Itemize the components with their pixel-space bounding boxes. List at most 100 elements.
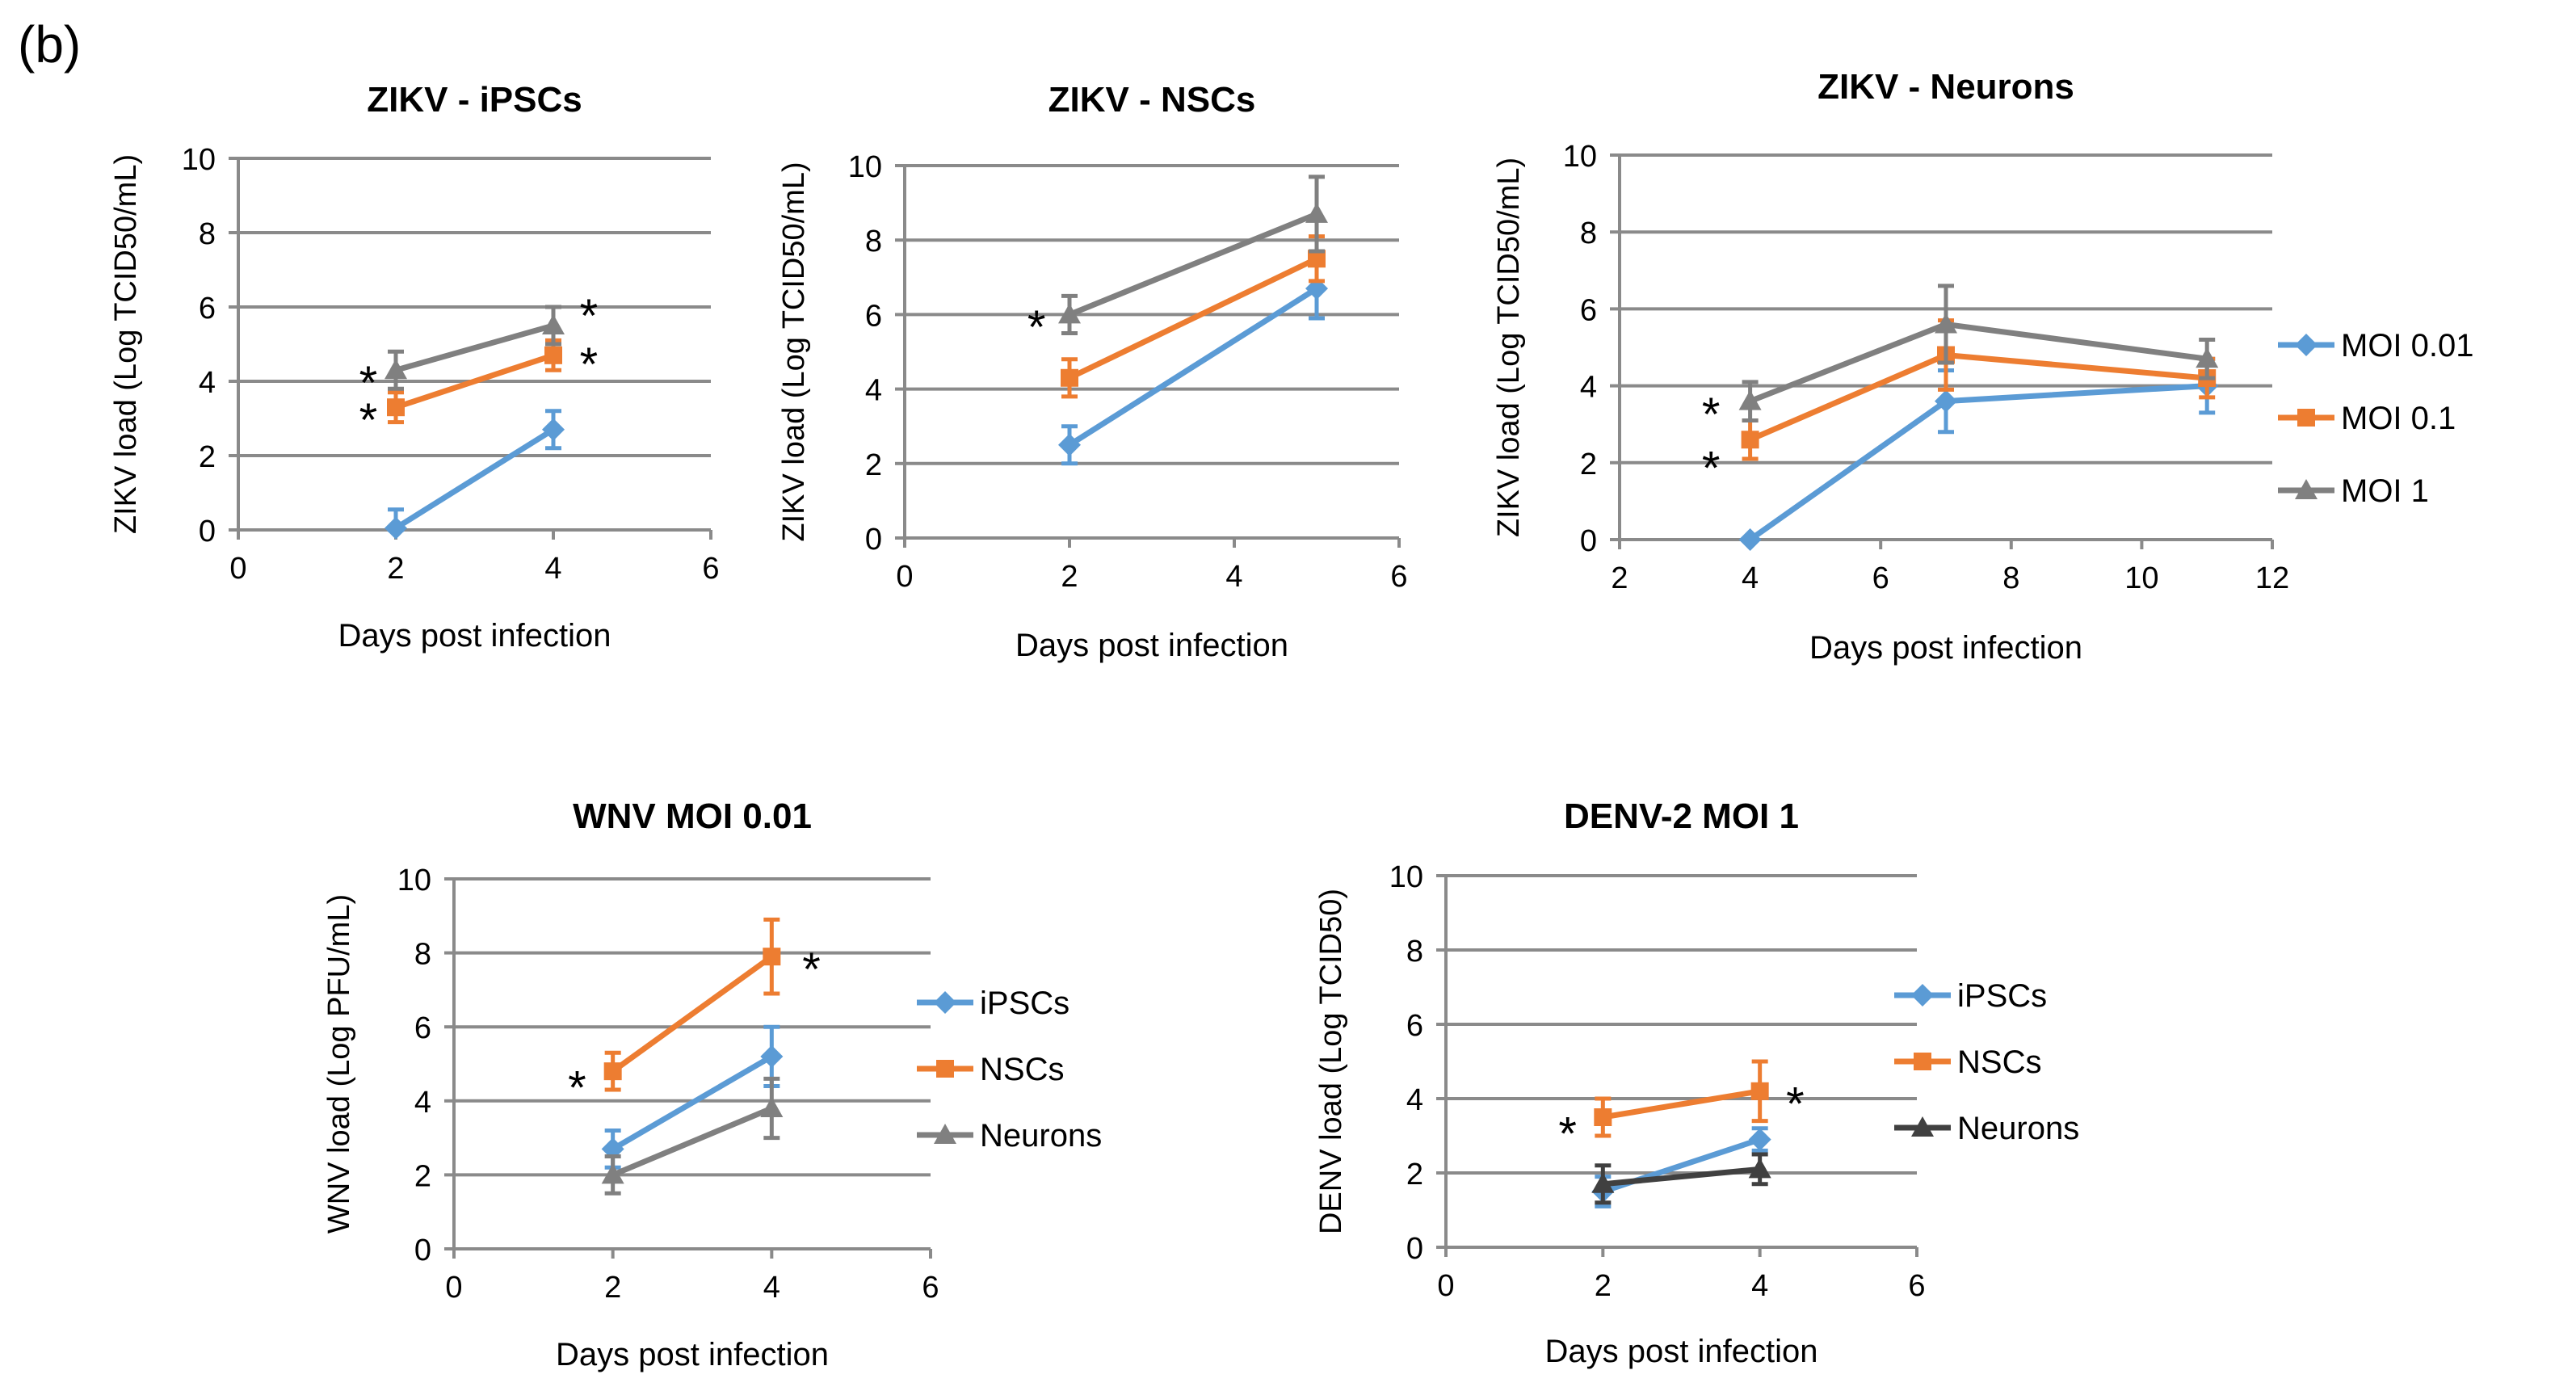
y-tick-label: 8: [865, 225, 882, 258]
x-tick-label: 4: [763, 1271, 780, 1305]
data-point: [1750, 1082, 1769, 1100]
significance-asterisk: *: [580, 338, 599, 391]
x-tick-label: 6: [922, 1271, 939, 1305]
x-tick-label: 0: [229, 552, 246, 586]
series-nscs: [1594, 1059, 1769, 1138]
legend-label: iPSCs: [1957, 978, 2047, 1014]
series-moi-0-01: [385, 409, 565, 540]
y-tick-label: 10: [1563, 140, 1597, 174]
legend-marker: [1911, 984, 1934, 1007]
legend-label: Neurons: [1957, 1111, 2079, 1146]
y-tick-label: 2: [1406, 1158, 1423, 1192]
data-point: [1935, 389, 1957, 413]
y-tick-label: 4: [199, 366, 216, 400]
series-moi-0-1: [387, 338, 562, 425]
series-moi-1: [385, 305, 565, 391]
legend-marker: [934, 1124, 956, 1144]
data-point: [1058, 433, 1081, 456]
y-tick-label: 4: [414, 1086, 431, 1120]
y-tick-label: 8: [199, 217, 216, 251]
significance-asterisk: *: [359, 357, 378, 410]
x-tick-label: 0: [896, 560, 913, 594]
data-point: [1305, 202, 1328, 223]
series-line: [611, 1105, 773, 1178]
chart-2: ZIKV - NSCs 0 2 4 6 8 10 0 2 4 6 Days post infectio…: [777, 80, 1408, 663]
data-point: [544, 346, 562, 364]
legend-marker: [934, 991, 956, 1014]
x-tick-label: 4: [1742, 561, 1759, 595]
legend: iPSCs NSCs Neurons: [917, 986, 1102, 1154]
x-tick-label: 2: [1611, 561, 1628, 595]
x-tick-label: 6: [702, 552, 719, 586]
x-tick-label: 12: [2255, 561, 2289, 595]
chart-1: ZIKV - iPSCs 0 2 4 6 8 10 0 2 4 6 Days post infecti…: [109, 80, 720, 654]
y-axis-label: WNV load (Log PFU/mL): [322, 894, 356, 1234]
y-tick-label: 0: [1406, 1232, 1423, 1266]
y-axis-label: DENV load (Log TCID50): [1314, 889, 1348, 1234]
x-tick-label: 2: [1061, 560, 1078, 594]
data-point: [385, 516, 407, 540]
x-tick-label: 10: [2124, 561, 2158, 595]
y-tick-label: 2: [865, 448, 882, 482]
data-point: [542, 314, 565, 334]
significance-asterisk: *: [1786, 1078, 1805, 1131]
legend: iPSCs NSCs Neurons: [1894, 978, 2079, 1146]
chart-title: ZIKV - iPSCs: [367, 80, 582, 120]
y-tick-label: 10: [848, 150, 882, 184]
legend-marker: [936, 1060, 954, 1078]
data-point: [1935, 313, 1957, 334]
y-axis-label: ZIKV load (Log TCID50/mL): [1492, 158, 1526, 537]
y-tick-label: 2: [414, 1159, 431, 1193]
x-axis-label: Days post infection: [1015, 628, 1288, 663]
legend-label: Neurons: [980, 1118, 1102, 1154]
y-tick-label: 8: [1406, 935, 1423, 969]
chart-title: WNV MOI 0.01: [573, 796, 812, 836]
x-axis-label: Days post infection: [556, 1337, 829, 1372]
data-point: [1594, 1108, 1612, 1126]
legend-marker: [1914, 1053, 1931, 1070]
y-tick-label: 10: [1389, 860, 1423, 894]
significance-asterisk: *: [568, 1061, 586, 1114]
chart-5: DENV-2 MOI 1 0 2 4 6 8 10 0 2 4 6 Days post infecti…: [1314, 796, 2079, 1369]
series-line: [611, 1053, 774, 1152]
x-tick-label: 4: [1225, 560, 1242, 594]
data-point: [542, 418, 565, 441]
x-axis-label: Days post infection: [1809, 630, 2082, 666]
series-ipscs: [601, 1024, 784, 1170]
legend-label: MOI 1: [2341, 473, 2429, 509]
x-tick-label: 0: [1437, 1269, 1454, 1303]
data-point: [760, 1044, 784, 1068]
series-line: [1603, 1166, 1760, 1187]
y-tick-label: 6: [199, 292, 216, 326]
y-tick-label: 8: [1580, 216, 1597, 250]
legend-marker: [2297, 409, 2315, 427]
data-point: [1748, 1128, 1771, 1151]
data-point: [1748, 1158, 1771, 1179]
series-line: [1068, 286, 1318, 448]
data-point: [603, 1062, 622, 1081]
data-point: [1738, 528, 1762, 551]
y-tick-label: 2: [199, 440, 216, 474]
legend-label: NSCs: [980, 1052, 1064, 1087]
y-tick-label: 0: [1580, 524, 1597, 558]
y-tick-label: 0: [865, 523, 882, 557]
y-tick-label: 6: [414, 1011, 431, 1045]
legend-label: iPSCs: [980, 986, 1069, 1021]
x-tick-label: 2: [1595, 1269, 1612, 1303]
y-tick-label: 2: [1580, 448, 1597, 481]
panel-label: (b): [18, 15, 82, 74]
series-ipscs: [1591, 1126, 1771, 1208]
legend-label: NSCs: [1957, 1044, 2041, 1080]
y-axis-label: ZIKV load (Log TCID50/mL): [109, 154, 143, 534]
series-line: [1068, 211, 1318, 317]
significance-asterisk: *: [359, 394, 378, 447]
series-line: [394, 352, 555, 410]
data-point: [1738, 389, 1762, 410]
y-tick-label: 10: [397, 864, 431, 897]
data-point: [387, 398, 405, 417]
y-tick-label: 6: [1580, 293, 1597, 327]
significance-asterisk: *: [1027, 301, 1046, 354]
y-tick-label: 0: [414, 1234, 431, 1267]
